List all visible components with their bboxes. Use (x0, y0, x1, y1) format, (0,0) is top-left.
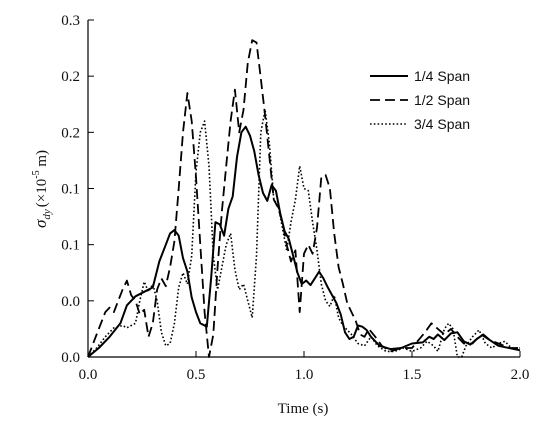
y-axis-symbol: σ (31, 219, 50, 228)
y-tick-label: 0.0 (61, 294, 80, 310)
y-tick-label: 0.1 (61, 238, 80, 254)
series-layer (87, 39, 521, 358)
legend: 1/4 Span 1/2 Span 3/4 Span (370, 68, 470, 132)
x-tick-label: 1.0 (295, 367, 314, 383)
series-line-1-4-span (87, 125, 521, 358)
x-tick-label: 0.0 (79, 367, 98, 383)
axes: 0.00.00.10.10.20.20.30.0 0.5 1.0 1.5 2.0 (61, 13, 529, 383)
legend-label-1-4-span: 1/4 Span (414, 68, 470, 84)
x-axis-title: Time (s) (278, 401, 329, 417)
series-line-1-2-span (87, 39, 520, 358)
x-tick-label: 2.0 (511, 367, 530, 383)
y-axis-unit-prefix: (×10 (34, 179, 50, 207)
y-tick-label: 0.2 (61, 125, 80, 141)
x-tick-label: 0.5 (187, 367, 206, 383)
y-tick-label: 0.1 (61, 182, 80, 198)
y-axis-unit-exp: -5 (31, 170, 42, 178)
y-axis-unit-suffix: m) (34, 150, 50, 170)
y-axis-title: σdy (×10-5 m) (31, 150, 53, 228)
legend-label-3-4-span: 3/4 Span (414, 116, 470, 132)
y-axis-subscript: dy (41, 209, 53, 220)
y-tick-label: 0.2 (61, 69, 80, 85)
x-tick-label: 1.5 (403, 367, 422, 383)
y-tick-label: 0.3 (61, 13, 80, 29)
legend-label-1-2-span: 1/2 Span (414, 92, 470, 108)
y-tick-label: 0.0 (61, 350, 80, 366)
